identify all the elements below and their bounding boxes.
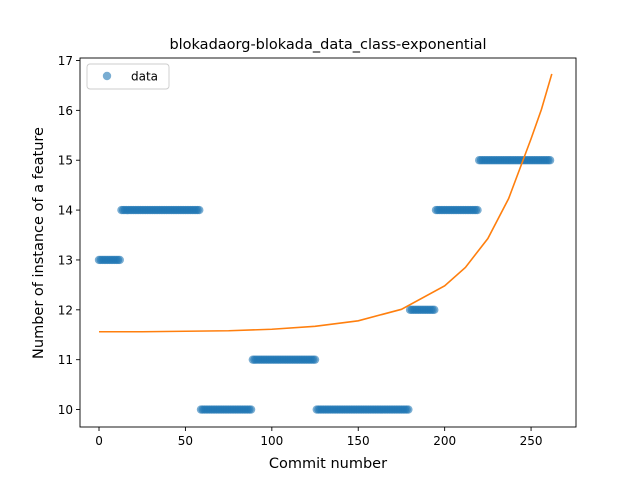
legend-marker (102, 71, 112, 81)
y-tick-label: 14 (58, 204, 73, 218)
legend-box (86, 63, 170, 90)
y-tick-label: 11 (58, 353, 73, 367)
x-axis-label: Commit number (269, 456, 387, 472)
y-tick-label: 10 (58, 403, 73, 417)
fit-line (99, 73, 553, 333)
x-tick-label: 100 (260, 434, 283, 448)
data-point (430, 305, 439, 315)
axes-frame (79, 57, 577, 428)
data-point (545, 156, 555, 165)
data-point (404, 405, 413, 414)
data-point (473, 205, 482, 215)
y-tick-label: 15 (58, 154, 73, 168)
data-point (115, 255, 124, 265)
x-tick-label: 150 (347, 434, 370, 448)
y-tick-label: 16 (58, 104, 73, 118)
x-tick-label: 50 (178, 434, 193, 448)
data-point (246, 405, 256, 414)
x-tick-label: 200 (433, 434, 456, 448)
y-tick-label: 12 (58, 303, 73, 317)
y-tick-label: 17 (58, 54, 73, 68)
legend-label: data (131, 70, 158, 84)
y-tick-label: 13 (58, 253, 73, 267)
data-point (310, 355, 320, 364)
plot-area: 0 50 100 150 200 250 10 11 12 13 14 15 16 17 data (58, 54, 577, 448)
data-point (195, 205, 204, 215)
chart-title: blokadaorg-blokada_data_class-exponentia… (169, 37, 486, 53)
x-tick-label: 250 (520, 434, 543, 448)
x-tick-label: 0 (95, 434, 103, 448)
y-axis-label: Number of instance of a feature (31, 127, 47, 359)
